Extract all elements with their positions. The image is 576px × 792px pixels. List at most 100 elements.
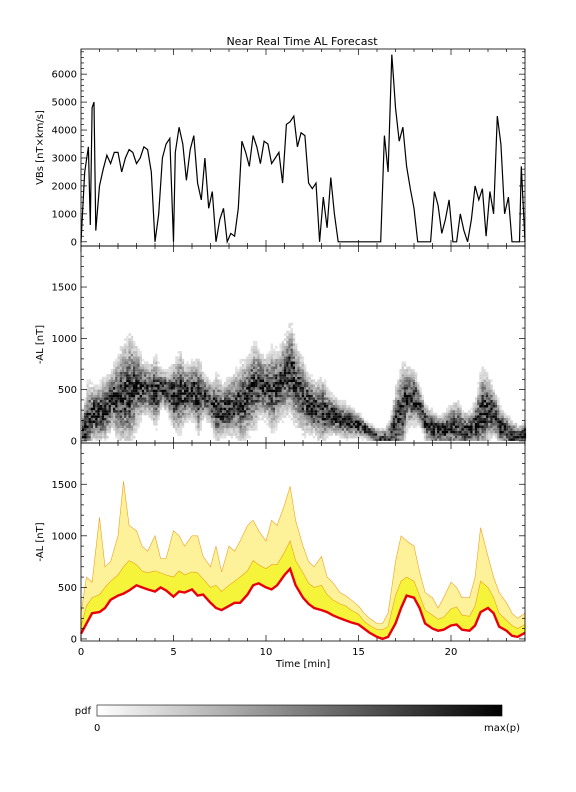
pdf-cell xyxy=(126,415,129,418)
pdf-cell xyxy=(483,397,487,400)
pdf-cell xyxy=(175,376,178,380)
pdf-cell xyxy=(192,374,196,377)
pdf-cell xyxy=(472,433,475,436)
pdf-cell xyxy=(252,379,256,382)
pdf-cell xyxy=(115,423,118,426)
pdf-cell xyxy=(204,415,207,418)
pdf-cell xyxy=(199,415,202,418)
pdf-cell xyxy=(310,428,313,431)
pdf-cell xyxy=(128,381,131,385)
pdf-cell xyxy=(168,369,171,372)
pdf-cell xyxy=(270,369,273,372)
pdf-cell xyxy=(512,428,515,431)
pdf-cell xyxy=(219,417,222,421)
pdf-cell xyxy=(81,425,85,429)
pdf-cell xyxy=(468,420,471,423)
pdf-cell xyxy=(135,374,138,377)
pdf-cell xyxy=(283,361,287,364)
pdf-cell xyxy=(301,376,305,380)
pdf-cell xyxy=(179,366,182,370)
pdf-cell xyxy=(219,402,222,405)
pdf-cell xyxy=(303,435,307,439)
pdf-cell xyxy=(406,415,409,418)
pdf-cell xyxy=(472,412,475,416)
pdf-cell xyxy=(494,402,498,405)
pdf-cell xyxy=(261,384,265,388)
pdf-cell xyxy=(328,392,331,395)
pdf-cell xyxy=(106,376,109,380)
pdf-cell xyxy=(288,325,291,329)
pdf-cell xyxy=(319,387,322,390)
pdf-cell xyxy=(472,415,475,418)
pdf-cell xyxy=(144,412,147,416)
pdf-cell xyxy=(113,402,116,405)
pdf-cell xyxy=(363,430,367,434)
pdf-cell xyxy=(348,435,351,439)
pdf-cell xyxy=(219,412,222,416)
pdf-cell xyxy=(144,402,147,405)
pdf-cell xyxy=(90,417,94,421)
pdf-cell xyxy=(348,420,351,423)
pdf-cell xyxy=(204,405,207,408)
pdf-cell xyxy=(119,433,123,436)
pdf-cell xyxy=(366,433,369,436)
pdf-cell xyxy=(468,428,471,431)
pdf-cell xyxy=(190,366,194,370)
pdf-cell xyxy=(323,433,327,436)
pdf-cell xyxy=(150,376,154,380)
pdf-cell xyxy=(215,423,218,426)
pdf-cell xyxy=(99,381,103,385)
pdf-cell xyxy=(126,338,129,341)
pdf-cell xyxy=(272,417,276,421)
pdf-cell xyxy=(104,381,107,385)
pdf-cell xyxy=(288,364,291,367)
pdf-cell xyxy=(192,405,196,408)
pdf-cell xyxy=(386,425,389,429)
pdf-cell xyxy=(397,428,400,431)
pdf-cell xyxy=(430,433,433,436)
pdf-cell xyxy=(177,428,180,431)
pdf-cell xyxy=(179,394,182,398)
pdf-cell xyxy=(323,425,327,429)
pdf-cell xyxy=(226,379,229,382)
pdf-cell xyxy=(308,417,311,421)
pdf-cell xyxy=(481,423,484,426)
pdf-cell xyxy=(388,420,391,423)
pdf-cell xyxy=(448,405,451,408)
pdf-cell xyxy=(417,402,420,405)
pdf-cell xyxy=(352,410,356,413)
pdf-cell xyxy=(297,402,300,405)
pdf-cell xyxy=(139,376,142,380)
pdf-cell xyxy=(461,417,464,421)
pdf-cell xyxy=(230,392,234,395)
pdf-cell xyxy=(208,402,211,405)
pdf-cell xyxy=(303,425,307,429)
pdf-cell xyxy=(321,415,325,418)
pdf-cell xyxy=(443,433,447,436)
pdf-cell xyxy=(490,410,493,413)
pdf-cell xyxy=(283,381,287,385)
pdf-cell xyxy=(221,397,225,400)
pdf-cell xyxy=(434,430,438,434)
pdf-cell xyxy=(126,381,129,385)
pdf-cell xyxy=(219,389,222,393)
pdf-cell xyxy=(121,358,125,362)
pdf-cell xyxy=(221,394,225,398)
pdf-cell xyxy=(310,384,313,388)
pdf-cell xyxy=(197,361,200,364)
pdf-cell xyxy=(115,369,118,372)
pdf-cell xyxy=(255,376,258,380)
pdf-cell xyxy=(206,397,209,400)
pdf-cell xyxy=(306,410,309,413)
pdf-cell xyxy=(121,366,125,370)
pdf-cell xyxy=(470,433,473,436)
pdf-cell xyxy=(423,420,427,423)
pdf-cell xyxy=(486,397,489,400)
pdf-cell xyxy=(270,379,273,382)
pdf-cell xyxy=(377,435,380,439)
pdf-cell xyxy=(210,392,214,395)
pdf-cell xyxy=(279,402,282,405)
pdf-cell xyxy=(130,410,134,413)
pdf-cell xyxy=(190,374,194,377)
pdf-cell xyxy=(301,433,305,436)
